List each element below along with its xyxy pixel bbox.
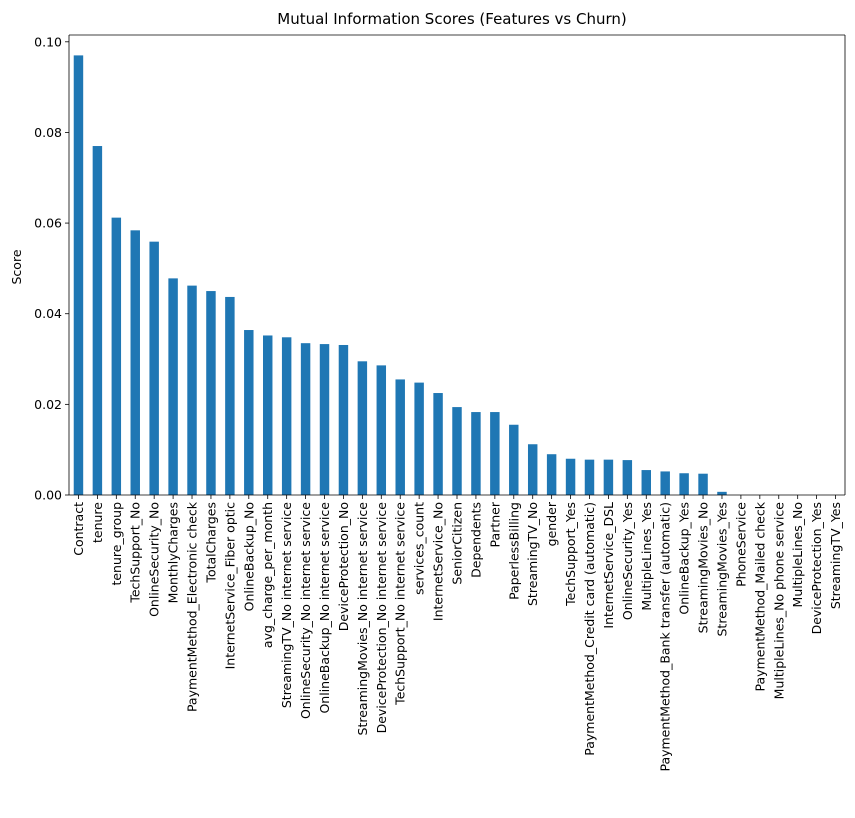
bar-deviceprotection-no — [338, 344, 349, 495]
bar-techsupport-no — [130, 230, 140, 495]
bar-streamingmovies-yes — [717, 491, 727, 495]
bar-totalcharges — [206, 291, 216, 495]
bar-techsupport-no-internet-service — [395, 379, 405, 495]
bar-paymentmethod-bank-transfer-automatic- — [660, 471, 670, 495]
bar-paperlessbilling — [509, 424, 519, 495]
y-axis-label: Score — [9, 249, 24, 284]
bar-streamingtv-no-internet-service — [281, 337, 292, 495]
x-ticks-layer: Contract tenure tenure_group TechSupport_No… — [71, 495, 843, 772]
bar-tenure-group — [111, 217, 122, 495]
y-tick-label: 0.02 — [34, 397, 62, 412]
x-tick-label: DeviceProtection_No — [336, 502, 351, 631]
x-tick-label: gender — [544, 501, 559, 546]
x-tick-label: TechSupport_No internet service — [393, 502, 408, 706]
bar-gender — [546, 454, 557, 495]
x-tick-label: InternetService_Fiber optic — [222, 502, 237, 670]
x-tick-label: OnlineSecurity_No internet service — [298, 502, 313, 719]
y-tick-label: 0.04 — [34, 306, 62, 321]
bar-seniorcitizen — [452, 407, 462, 495]
bar-monthlycharges — [168, 278, 178, 495]
x-tick-label: MultipleLines_No phone service — [771, 502, 786, 700]
x-tick-label: DeviceProtection_No internet service — [374, 502, 389, 734]
x-tick-label: InternetService_DSL — [601, 502, 616, 629]
x-tick-label: PaperlessBilling — [506, 502, 521, 600]
x-tick-label: PaymentMethod_Electronic check — [185, 501, 200, 712]
bar-onlinebackup-no — [244, 330, 254, 495]
bar-onlinebackup-yes — [679, 473, 689, 495]
y-tick-label: 0.08 — [34, 125, 62, 140]
x-tick-label: TotalCharges — [203, 502, 218, 584]
x-tick-label: StreamingMovies_No — [696, 502, 711, 633]
bar-onlinesecurity-no — [149, 241, 159, 495]
x-tick-label: OnlineBackup_No internet service — [317, 502, 332, 714]
x-tick-label: tenure — [90, 502, 105, 543]
bars-layer — [73, 55, 727, 495]
x-tick-label: OnlineBackup_Yes — [677, 502, 692, 615]
chart-title: Mutual Information Scores (Features vs C… — [277, 10, 626, 28]
x-tick-label: services_count — [412, 502, 427, 595]
bar-paymentmethod-electronic-check — [187, 285, 197, 495]
axes-layer — [68, 34, 846, 496]
bar-contract — [73, 55, 84, 495]
bar-dependents — [471, 412, 481, 495]
x-tick-label: PhoneService — [733, 502, 748, 587]
y-tick-label: 0.00 — [34, 488, 62, 503]
bar-internetservice-dsl — [603, 459, 614, 495]
x-tick-label: StreamingTV_No internet service — [279, 502, 294, 708]
bar-avg-charge-per-month — [263, 335, 273, 495]
x-tick-label: MultipleLines_No — [790, 502, 805, 607]
x-tick-label: PaymentMethod_Mailed check — [752, 501, 767, 691]
x-tick-label: Contract — [71, 502, 86, 556]
bar-tenure — [92, 146, 103, 495]
bar-techsupport-yes — [565, 458, 576, 495]
x-tick-label: SeniorCitizen — [450, 502, 465, 585]
x-tick-label: tenure_group — [109, 502, 124, 586]
bar-internetservice-fiber-optic — [225, 296, 235, 495]
x-tick-label: StreamingTV_Yes — [828, 502, 843, 609]
bar-onlinebackup-no-internet-service — [319, 344, 330, 495]
x-tick-label: OnlineBackup_No — [241, 502, 256, 611]
y-tick-label: 0.06 — [34, 216, 62, 231]
bar-streamingtv-no — [527, 444, 538, 495]
bar-paymentmethod-credit-card-automatic- — [584, 459, 595, 495]
x-tick-label: PaymentMethod_Bank transfer (automatic) — [658, 502, 673, 772]
bar-onlinesecurity-no-internet-service — [300, 343, 311, 495]
x-tick-label: TechSupport_Yes — [563, 502, 578, 607]
bar-deviceprotection-no-internet-service — [376, 365, 387, 495]
x-tick-label: StreamingTV_No — [525, 502, 540, 606]
x-tick-label: avg_charge_per_month — [260, 502, 275, 648]
x-tick-label: PaymentMethod_Credit card (automatic) — [582, 502, 597, 756]
x-tick-label: StreamingMovies_No internet service — [355, 502, 370, 736]
x-tick-label: StreamingMovies_Yes — [714, 502, 729, 637]
y-ticks-layer: 0.00 0.02 0.04 0.06 0.08 0.10 — [34, 34, 69, 503]
x-tick-label: MultipleLines_Yes — [639, 502, 654, 611]
bar-internetservice-no — [433, 393, 443, 495]
x-tick-label: InternetService_No — [431, 502, 446, 621]
x-tick-label: DeviceProtection_Yes — [809, 502, 824, 634]
x-tick-label: Partner — [487, 501, 502, 547]
bar-multiplelines-yes — [641, 470, 651, 495]
x-tick-label: TechSupport_No — [128, 502, 143, 604]
x-tick-label: MonthlyCharges — [166, 502, 181, 603]
bar-partner — [490, 412, 500, 495]
bar-onlinesecurity-yes — [622, 460, 633, 495]
bar-services-count — [414, 382, 424, 495]
bar-streamingmovies-no-internet-service — [357, 361, 368, 495]
x-tick-label: OnlineSecurity_No — [147, 502, 162, 617]
x-tick-label: OnlineSecurity_Yes — [620, 502, 635, 620]
y-tick-label: 0.10 — [34, 34, 62, 49]
x-tick-label: Dependents — [468, 502, 483, 578]
bar-streamingmovies-no — [698, 473, 708, 495]
